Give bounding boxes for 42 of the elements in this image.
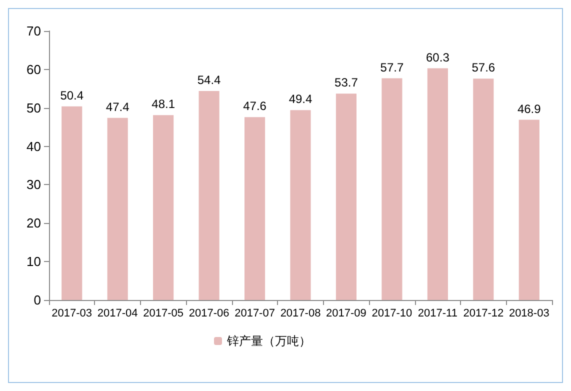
y-tick-label: 20 bbox=[26, 216, 41, 231]
x-tick-label: 2018-03 bbox=[508, 308, 550, 320]
bar bbox=[62, 106, 82, 300]
y-tick-label: 0 bbox=[34, 292, 41, 308]
x-tick-label: 2017-07 bbox=[234, 308, 275, 320]
y-tick-label: 10 bbox=[26, 254, 41, 270]
bar bbox=[382, 78, 402, 300]
x-tick-label: 2017-06 bbox=[188, 308, 230, 320]
x-tick-label: 2017-08 bbox=[280, 308, 321, 320]
data-label: 47.6 bbox=[243, 99, 267, 114]
data-label: 60.3 bbox=[426, 50, 450, 64]
data-label: 57.7 bbox=[380, 60, 404, 74]
data-label: 49.4 bbox=[288, 92, 312, 106]
y-tick-label: 50 bbox=[26, 100, 41, 116]
x-tick-label: 2017-11 bbox=[418, 308, 458, 320]
data-label: 50.4 bbox=[60, 88, 84, 102]
x-tick-label: 2017-12 bbox=[463, 308, 504, 320]
legend-label: 锌产量（万吨） bbox=[226, 334, 311, 348]
bar bbox=[518, 120, 540, 300]
data-label: 54.4 bbox=[197, 72, 222, 87]
bar bbox=[473, 78, 494, 300]
data-label: 47.4 bbox=[106, 100, 130, 114]
bar bbox=[244, 117, 266, 300]
data-label: 48.1 bbox=[152, 97, 176, 112]
bar bbox=[336, 94, 357, 300]
bar bbox=[107, 118, 128, 300]
bar bbox=[290, 110, 311, 300]
bar bbox=[198, 90, 220, 300]
data-label: 46.9 bbox=[517, 102, 542, 116]
y-tick-label: 40 bbox=[26, 138, 41, 154]
data-label: 57.6 bbox=[472, 60, 496, 75]
x-tick-label: 2017-10 bbox=[372, 308, 412, 320]
x-tick-label: 2017-04 bbox=[97, 308, 138, 320]
data-label: 53.7 bbox=[334, 76, 358, 90]
y-tick-label: 30 bbox=[26, 177, 41, 192]
x-tick-label: 2017-03 bbox=[52, 308, 92, 320]
y-tick-label: 60 bbox=[26, 62, 41, 77]
bar bbox=[427, 68, 448, 300]
bar bbox=[153, 115, 174, 300]
x-tick-label: 2017-09 bbox=[326, 308, 366, 320]
x-tick-label: 2017-05 bbox=[143, 308, 184, 320]
y-tick-label: 70 bbox=[26, 24, 41, 38]
